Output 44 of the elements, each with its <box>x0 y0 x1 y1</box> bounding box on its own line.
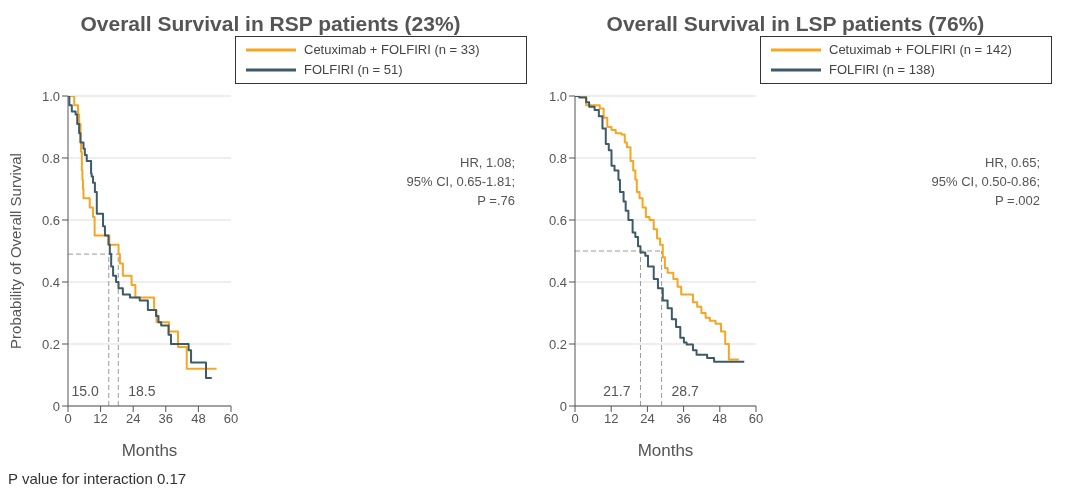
ref-line-label: 28.7 <box>671 383 700 399</box>
x-tick-label: 24 <box>125 411 141 427</box>
text: P =.76 <box>476 192 515 210</box>
y-tick-label: 0.2 <box>41 336 60 352</box>
x-tick-label: 24 <box>640 411 655 427</box>
x-axis-title: Months <box>637 441 694 460</box>
text: 95% CI, 0.65-1.81; <box>406 173 515 191</box>
x-tick-label: 12 <box>603 411 619 427</box>
ref-line-label: 15.0 <box>71 383 99 399</box>
x-tick-label: 48 <box>712 411 728 427</box>
x-tick-label: 36 <box>158 411 174 427</box>
y-tick-label: 0 <box>52 398 60 414</box>
text: P =.002 <box>994 192 1040 210</box>
y-tick-label: 0.8 <box>548 150 567 166</box>
x-tick-label: 48 <box>191 411 206 427</box>
x-tick-label: 60 <box>748 411 764 427</box>
y-tick-label: 0.4 <box>41 274 60 290</box>
text: 95% CI, 0.50-0.86; <box>931 173 1040 191</box>
legend-label: FOLFIRI (n = 138) <box>829 61 935 79</box>
ref-line-label: 18.5 <box>128 383 156 399</box>
y-tick-label: 0 <box>559 398 567 414</box>
y-tick-label: 0.8 <box>41 150 60 166</box>
legend-label: FOLFIRI (n = 51) <box>304 61 403 79</box>
y-tick-label: 0.4 <box>548 274 567 290</box>
y-tick-label: 1.0 <box>41 88 60 104</box>
ref-line-label: 21.7 <box>603 383 631 399</box>
x-tick-label: 0 <box>64 411 72 427</box>
x-tick-label: 60 <box>223 411 239 427</box>
x-tick-label: 36 <box>676 411 691 427</box>
chart-title: Overall Survival in LSP patients (76%) <box>605 12 986 36</box>
x-tick-label: 12 <box>93 411 108 427</box>
x-axis-title: Months <box>121 441 178 460</box>
text: HR, 1.08; <box>459 154 515 172</box>
chart-title: Overall Survival in RSP patients (23%) <box>79 12 462 36</box>
legend-label: Cetuximab + FOLFIRI (n = 142) <box>829 41 1012 59</box>
y-tick-label: 0.6 <box>41 212 60 228</box>
legend-label: Cetuximab + FOLFIRI (n = 33) <box>304 41 480 59</box>
y-tick-label: 0.2 <box>548 336 567 352</box>
y-tick-label: 0.6 <box>548 212 567 228</box>
y-tick-label: 1.0 <box>548 88 567 104</box>
y-axis-title: Probability of Overall Survival <box>7 153 25 349</box>
text: HR, 0.65; <box>984 154 1040 172</box>
x-tick-label: 0 <box>571 411 579 427</box>
text: P value for interaction 0.17 <box>8 470 187 487</box>
